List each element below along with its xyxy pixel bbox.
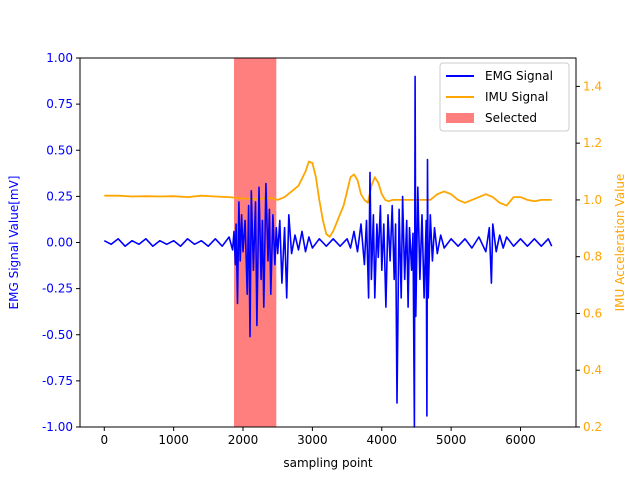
right-y-tick-label: 1.0 <box>583 193 602 207</box>
legend-swatch-selected <box>446 113 474 123</box>
left-y-tick-label: -1.00 <box>42 420 73 434</box>
right-y-tick-label: 1.2 <box>583 136 602 150</box>
right-y-tick-label: 1.4 <box>583 79 602 93</box>
left-y-tick-label: -0.25 <box>42 282 73 296</box>
left-y-tick-label: 0.00 <box>46 236 73 250</box>
imu-series-layer <box>104 160 552 238</box>
left-y-tick-label: -0.75 <box>42 374 73 388</box>
legend-entry-imu: IMU Signal <box>485 90 548 104</box>
x-tick-label: 0 <box>100 433 108 447</box>
legend-entry-selected: Selected <box>485 111 537 125</box>
imu-signal-line <box>104 160 552 238</box>
x-tick-label: 2000 <box>228 433 259 447</box>
left-y-tick-label: 1.00 <box>46 51 73 65</box>
right-y-axis-title: IMU Acceleration Value <box>613 174 627 312</box>
emg-series-layer <box>103 75 553 428</box>
right-y-tick-label: 0.2 <box>583 420 602 434</box>
emg-signal-line <box>103 75 553 428</box>
x-tick-label: 1000 <box>158 433 189 447</box>
legend-entry-emg: EMG Signal <box>485 69 553 83</box>
left-y-tick-label: 0.25 <box>46 189 73 203</box>
legend: EMG Signal IMU Signal Selected <box>439 62 570 132</box>
x-axis-title: sampling point <box>283 456 373 470</box>
left-y-tick-label: -0.50 <box>42 328 73 342</box>
left-y-tick-label: 0.75 <box>46 97 73 111</box>
right-y-tick-label: 0.8 <box>583 250 602 264</box>
right-y-tick-label: 0.6 <box>583 306 602 320</box>
right-y-tick-label: 0.4 <box>583 363 602 377</box>
x-tick-label: 3000 <box>297 433 328 447</box>
left-y-axis-title: EMG Signal Value[mV] <box>7 176 21 310</box>
x-tick-label: 5000 <box>436 433 467 447</box>
left-y-tick-label: 0.50 <box>46 143 73 157</box>
x-tick-label: 6000 <box>505 433 536 447</box>
axes-layer: 0 1000 2000 3000 4000 5000 6000 -1.00 -0.75 -0.50… <box>42 51 602 447</box>
x-tick-label: 4000 <box>366 433 397 447</box>
